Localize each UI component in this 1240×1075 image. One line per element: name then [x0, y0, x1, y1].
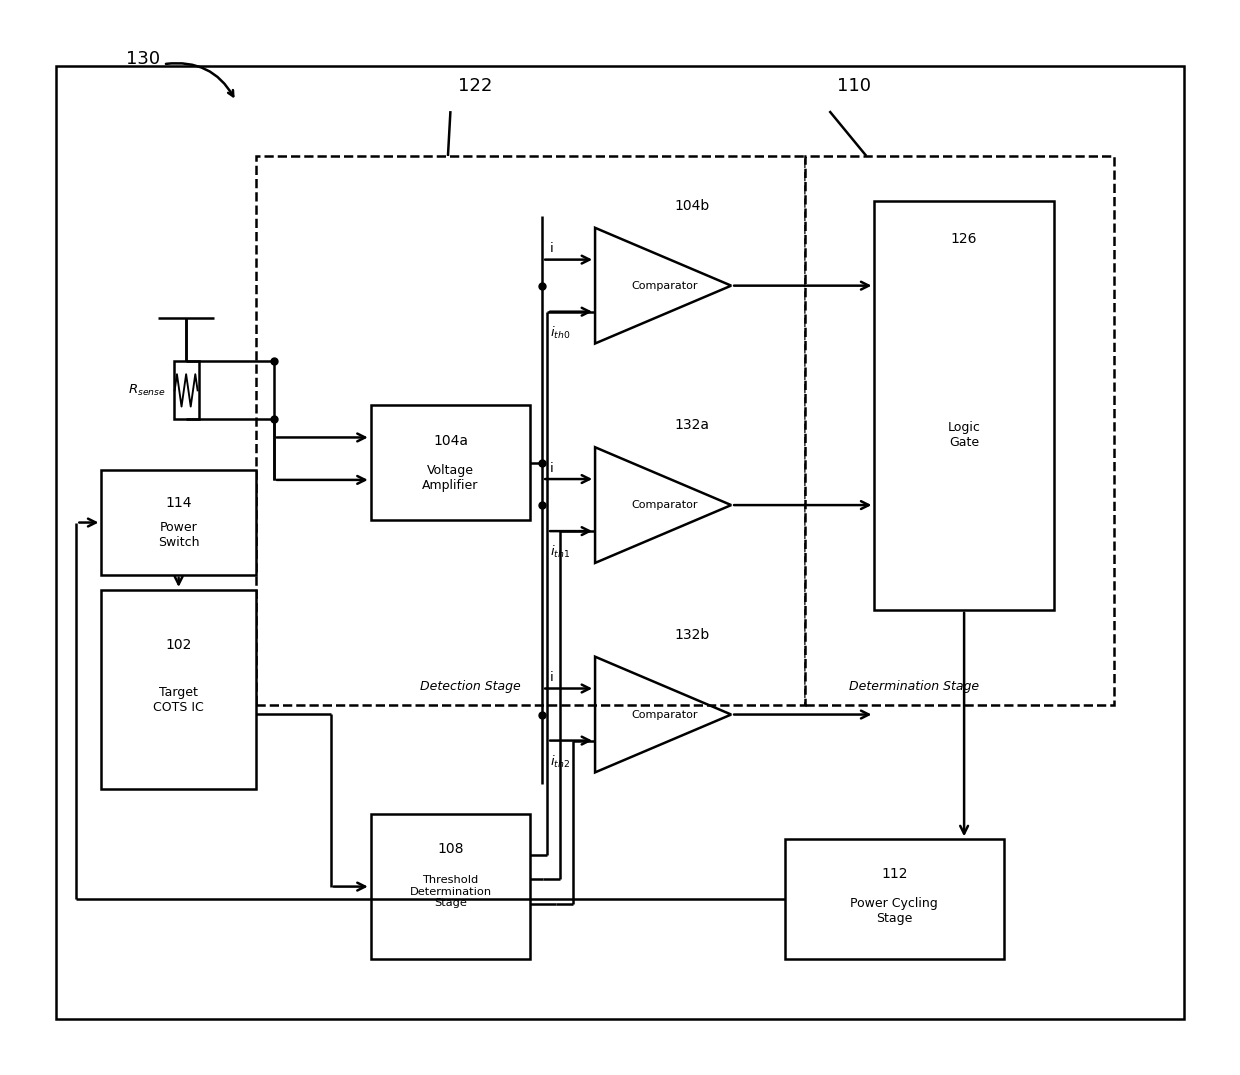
Text: 130: 130	[126, 51, 160, 68]
Text: 102: 102	[165, 637, 192, 651]
Text: 132a: 132a	[675, 418, 709, 432]
Text: Voltage
Amplifier: Voltage Amplifier	[423, 463, 479, 491]
Text: Comparator: Comparator	[631, 710, 698, 719]
Text: Target
COTS IC: Target COTS IC	[154, 686, 205, 714]
Text: 104b: 104b	[675, 199, 709, 213]
Text: i: i	[551, 461, 554, 474]
Bar	[785, 840, 1004, 959]
Bar	[174, 361, 198, 419]
Bar	[371, 814, 531, 959]
Text: $R_{sense}$: $R_{sense}$	[128, 383, 166, 398]
Text: Determination Stage: Determination Stage	[849, 680, 980, 693]
Bar	[805, 156, 1114, 704]
Bar	[371, 405, 531, 520]
Text: Comparator: Comparator	[631, 281, 698, 290]
Text: i: i	[551, 671, 554, 684]
Text: 104a: 104a	[433, 433, 467, 448]
Text: 122: 122	[459, 77, 492, 96]
Text: Detection Stage: Detection Stage	[420, 680, 521, 693]
Text: 126: 126	[951, 232, 977, 246]
Text: Threshold
Determination
Stage: Threshold Determination Stage	[409, 875, 491, 908]
Text: Power Cycling
Stage: Power Cycling Stage	[851, 897, 939, 924]
Text: Power
Switch: Power Switch	[157, 520, 200, 548]
Text: 110: 110	[837, 77, 872, 96]
Text: 112: 112	[882, 868, 908, 882]
Text: 132b: 132b	[675, 628, 709, 642]
Bar	[874, 201, 1054, 610]
Text: Logic
Gate: Logic Gate	[947, 421, 981, 449]
Bar	[102, 470, 255, 575]
Bar	[255, 156, 805, 704]
Bar	[57, 67, 1183, 1019]
Text: $i_{th0}$: $i_{th0}$	[551, 325, 570, 341]
Bar	[102, 590, 255, 789]
Text: 108: 108	[438, 842, 464, 856]
Text: $i_{th2}$: $i_{th2}$	[551, 754, 570, 770]
Text: Comparator: Comparator	[631, 500, 698, 510]
Text: i: i	[551, 242, 554, 255]
Text: 114: 114	[165, 496, 192, 510]
Text: $i_{th1}$: $i_{th1}$	[551, 544, 570, 560]
